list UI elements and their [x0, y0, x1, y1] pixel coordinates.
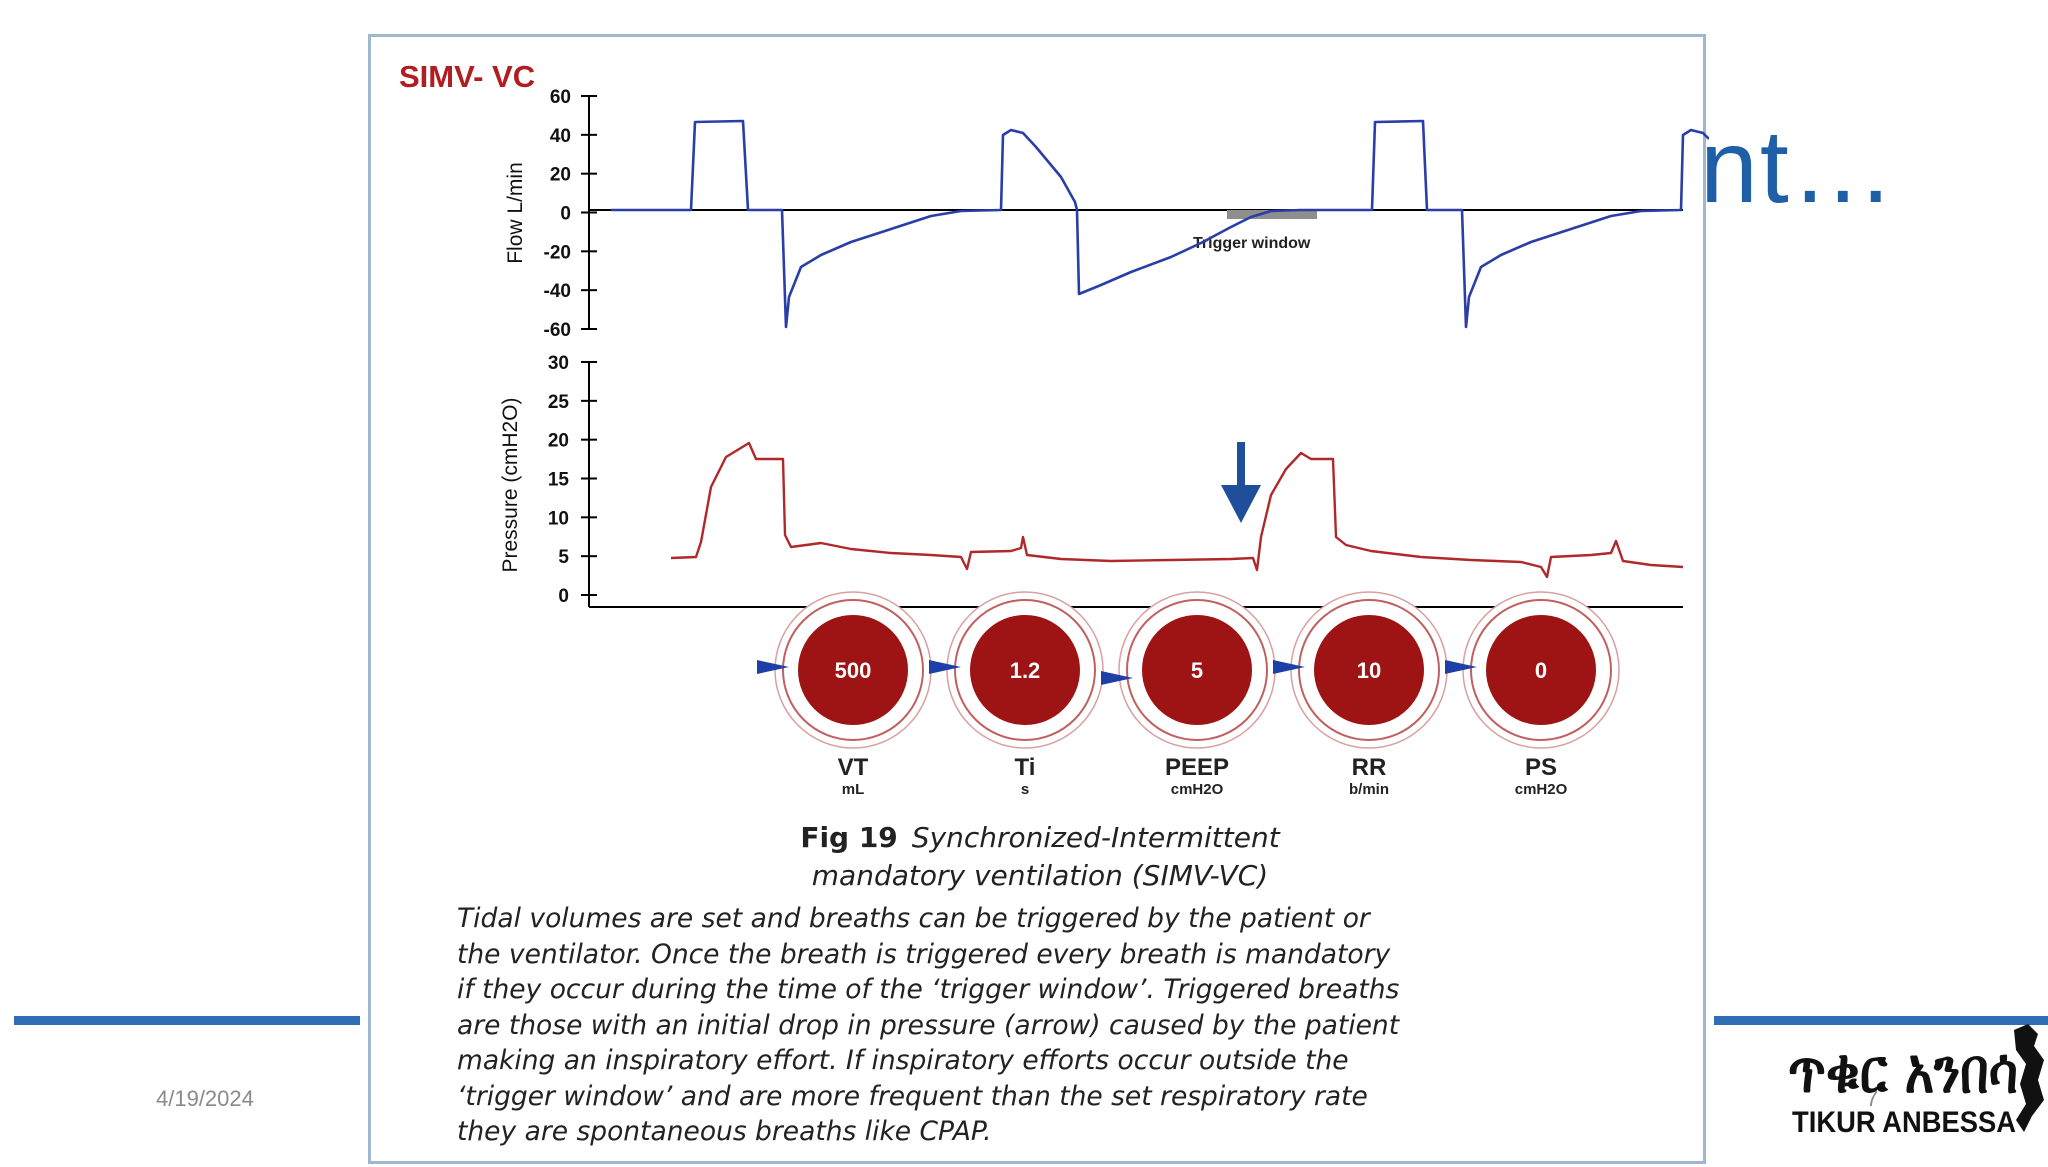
dial-name: PEEP [1165, 754, 1229, 781]
flow-y-ticks: 60 40 20 0 -20 -40 -60 [544, 87, 597, 341]
description-line: if they occur during the time of the ‘tr… [457, 974, 1400, 1005]
page-number: 7 [1866, 1086, 1879, 1111]
flow-tick-label: -40 [544, 281, 571, 302]
trigger-arrow [1221, 442, 1261, 523]
pressure-tick-label: 0 [558, 586, 569, 607]
logo-latin-text: TIKUR ANBESSA [1792, 1106, 2016, 1139]
dial-unit: b/min [1349, 781, 1389, 798]
flow-tick-label: -20 [544, 242, 571, 263]
flow-waveform [611, 119, 1709, 329]
flow-tick-label: 60 [550, 87, 571, 108]
dial-unit: cmH2O [1171, 781, 1224, 798]
setting-dial-ti: 1.2 Tis [929, 591, 1104, 798]
description-line: ‘trigger window’ and are more frequent t… [457, 1080, 1368, 1112]
caption-line-1: Synchronized-Intermittent [911, 821, 1280, 854]
dial-name: Ti [1015, 754, 1036, 781]
flow-tick-label: 40 [550, 126, 571, 147]
slide-date: 4/19/2024 [156, 1086, 254, 1111]
dial-pointer-arrow [1101, 671, 1133, 685]
pressure-y-label: Pressure (cmH2O) [499, 397, 522, 572]
flow-y-label: Flow L/min [504, 162, 527, 264]
dial-name: VT [838, 754, 869, 781]
pressure-chart: 30 25 20 15 10 5 0 Pressure (cmH2O) [499, 353, 1684, 608]
flow-tick-label: 20 [550, 165, 571, 186]
figure-simv-vc: SIMV- VC 60 40 20 0 -20 -40 -60 Flow L/min Tri… [368, 34, 1709, 1164]
pressure-tick-label: 30 [548, 353, 569, 374]
flow-chart: 60 40 20 0 -20 -40 -60 Flow L/min Trigger wind… [504, 87, 1709, 341]
trigger-window-bar [1227, 210, 1317, 219]
dial-pointer-arrow [1273, 660, 1305, 674]
dial-core [1314, 615, 1424, 725]
dial-name: PS [1525, 754, 1557, 781]
footer-rule-left [14, 1016, 360, 1025]
slide-title-fragment: nt… [1700, 109, 1897, 225]
flow-tick-label: 0 [560, 204, 571, 225]
dial-pointer-arrow [1445, 660, 1477, 674]
figure-caption: Fig 19 Synchronized-Intermittent mandator… [371, 819, 1709, 895]
caption-fig-number: Fig 19 [800, 821, 898, 854]
dial-pointer-arrow [757, 660, 789, 674]
tikur-anbessa-logo: ጥቁር አንበሳ TIKUR ANBESSA [1788, 1024, 2044, 1139]
lion-emblem [2014, 1024, 2044, 1132]
trigger-window-label: Trigger window [1193, 235, 1311, 252]
pressure-waveform [670, 441, 1684, 579]
caption-line-2: mandatory ventilation (SIMV-VC) [811, 859, 1269, 892]
dial-value: 500 [835, 658, 872, 683]
ventilator-waveform-figure: SIMV- VC 60 40 20 0 -20 -40 -60 Flow L/min Tri… [399, 59, 1709, 798]
logo-amharic-text: ጥቁር አንበሳ [1788, 1034, 2018, 1107]
figure-description: Tidal volumes are set and breaths can be… [457, 901, 1637, 1150]
dial-value: 5 [1191, 658, 1203, 683]
dial-core [798, 615, 908, 725]
description-line: making an inspiratory effort. If inspira… [457, 1045, 1349, 1076]
pressure-tick-label: 10 [548, 508, 569, 529]
dial-unit: s [1021, 781, 1029, 798]
pressure-tick-label: 25 [548, 392, 570, 413]
dial-core [970, 615, 1080, 725]
dial-value: 1.2 [1010, 658, 1041, 683]
description-line: are those with an initial drop in pressu… [457, 1009, 1400, 1041]
pressure-y-ticks: 30 25 20 15 10 5 0 [548, 353, 597, 607]
dial-value: 10 [1357, 658, 1381, 683]
dial-unit: mL [842, 781, 865, 798]
description-line: the ventilator. Once the breath is trigg… [457, 938, 1391, 970]
dial-value: 0 [1535, 658, 1547, 683]
pressure-tick-label: 5 [558, 547, 569, 568]
figure-title: SIMV- VC [399, 59, 535, 94]
pressure-tick-label: 20 [548, 431, 569, 452]
description-line: they are spontaneous breaths like CPAP. [457, 1116, 992, 1147]
dial-core [1486, 615, 1596, 725]
description-line: Tidal volumes are set and breaths can be… [457, 903, 1370, 934]
dial-core [1142, 615, 1252, 725]
dial-name: RR [1352, 754, 1387, 781]
footer-rule-right [1714, 1016, 2048, 1025]
setting-dial-rr: 10 RRb/min [1273, 591, 1448, 798]
pressure-tick-label: 15 [548, 470, 570, 491]
dial-unit: cmH2O [1515, 781, 1568, 798]
dial-pointer-arrow [929, 660, 961, 674]
flow-tick-label: -60 [544, 320, 571, 341]
